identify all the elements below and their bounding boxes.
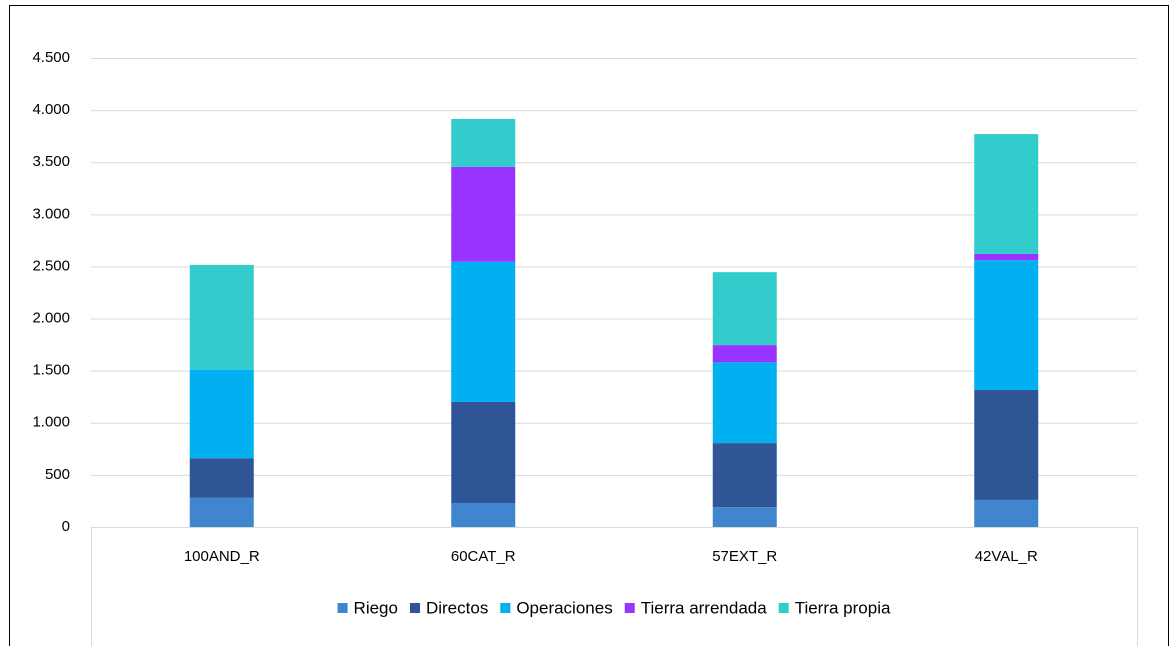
- y-tick-label: 4.500: [32, 49, 70, 66]
- bar-segment: [974, 499, 1039, 527]
- legend-swatch: [409, 603, 420, 613]
- bar-segment: [189, 369, 254, 459]
- bar-segment: [712, 443, 777, 508]
- x-tick-label: 42VAL_R: [975, 548, 1038, 565]
- bar-segment: [189, 458, 254, 498]
- bar-segment: [451, 503, 516, 527]
- bar-segment: [712, 507, 777, 527]
- bar-segment: [974, 260, 1039, 390]
- legend-swatch: [624, 603, 635, 613]
- legend-swatch: [337, 603, 348, 613]
- y-tick-label: 500: [45, 466, 70, 483]
- bar-segment: [189, 497, 254, 527]
- y-tick-label: 1.500: [32, 362, 70, 379]
- bar-segment: [712, 362, 777, 444]
- y-tick-label: 2.000: [32, 310, 70, 327]
- y-tick-label: 0: [62, 518, 70, 535]
- bar-segment: [974, 134, 1039, 254]
- legend-label: Operaciones: [516, 598, 612, 617]
- y-tick-label: 2.500: [32, 257, 70, 274]
- legend-label: Riego: [354, 598, 398, 617]
- bar-segment: [974, 389, 1039, 500]
- x-tick-label: 100AND_R: [184, 548, 260, 565]
- bar-segment: [712, 345, 777, 363]
- y-tick-label: 3.000: [32, 205, 70, 222]
- bar-segment: [451, 166, 516, 262]
- bar-segment: [451, 401, 516, 504]
- y-tick-label: 1.000: [32, 414, 70, 431]
- bar-segment: [451, 118, 516, 167]
- bar-segment: [451, 261, 516, 402]
- bar-segment: [974, 253, 1039, 261]
- bar-segment: [712, 272, 777, 346]
- legend-label: Tierra arrendada: [641, 598, 768, 617]
- x-tick-label: 60CAT_R: [451, 548, 516, 565]
- legend-label: Directos: [426, 598, 488, 617]
- y-tick-label: 3.500: [32, 153, 70, 170]
- legend-label: Tierra propia: [795, 598, 891, 617]
- y-tick-label: 4.000: [32, 101, 70, 118]
- bar-segment: [189, 264, 254, 370]
- legend-swatch: [778, 603, 789, 613]
- x-tick-label: 57EXT_R: [712, 548, 777, 565]
- legend-swatch: [500, 603, 511, 613]
